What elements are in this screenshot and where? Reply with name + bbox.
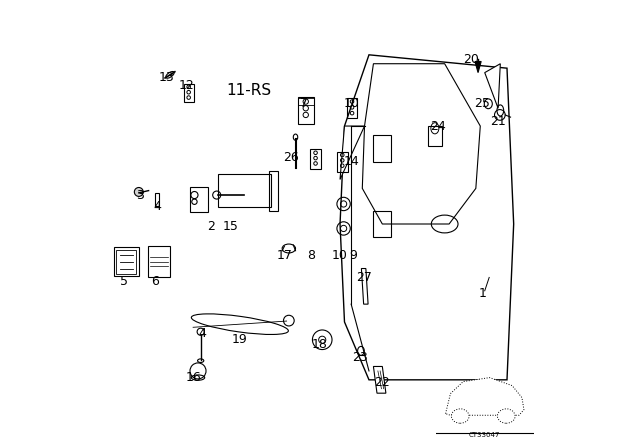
Polygon shape: [340, 126, 365, 180]
Text: 19: 19: [232, 333, 248, 346]
Bar: [269, 171, 278, 211]
Text: 4: 4: [154, 200, 161, 213]
Text: 24: 24: [430, 120, 446, 133]
Text: 23: 23: [352, 351, 368, 364]
Bar: [428, 126, 442, 146]
Text: 12: 12: [179, 79, 195, 92]
Text: 1: 1: [479, 287, 486, 300]
Text: 6: 6: [151, 276, 159, 289]
Text: 25: 25: [475, 97, 490, 110]
Bar: [190, 187, 208, 212]
Text: 9: 9: [349, 249, 357, 262]
Bar: [116, 250, 136, 274]
Text: 16: 16: [185, 371, 201, 384]
Bar: [337, 152, 348, 172]
Bar: [148, 246, 170, 277]
Text: 26: 26: [283, 151, 299, 164]
Bar: [298, 97, 314, 124]
Bar: [310, 150, 321, 169]
Text: 3: 3: [136, 189, 143, 202]
Text: 11-RS: 11-RS: [226, 83, 271, 98]
Polygon shape: [484, 64, 500, 108]
Bar: [184, 84, 193, 102]
Bar: [114, 247, 139, 276]
Polygon shape: [362, 268, 368, 304]
Text: 10: 10: [343, 97, 359, 110]
Bar: [347, 98, 357, 118]
Text: 27: 27: [356, 271, 372, 284]
Bar: [373, 211, 391, 237]
Text: 20: 20: [463, 53, 479, 66]
Text: 8: 8: [307, 249, 315, 262]
Text: 7: 7: [300, 97, 308, 110]
Text: 17: 17: [276, 249, 292, 262]
Text: 15: 15: [223, 220, 239, 233]
Text: 22: 22: [374, 375, 390, 388]
Text: 10: 10: [332, 249, 348, 262]
Polygon shape: [475, 61, 481, 73]
Polygon shape: [373, 366, 386, 393]
Text: 5: 5: [120, 276, 128, 289]
Text: 18: 18: [312, 338, 328, 351]
Circle shape: [134, 188, 143, 196]
Polygon shape: [362, 64, 480, 224]
Text: 2: 2: [207, 220, 215, 233]
Text: 4: 4: [198, 327, 206, 340]
Text: 14: 14: [343, 155, 359, 168]
Bar: [218, 174, 271, 207]
Polygon shape: [340, 55, 514, 380]
Bar: [373, 135, 391, 162]
Bar: [155, 193, 159, 206]
Text: 13: 13: [159, 71, 174, 84]
Text: 21: 21: [490, 115, 506, 128]
